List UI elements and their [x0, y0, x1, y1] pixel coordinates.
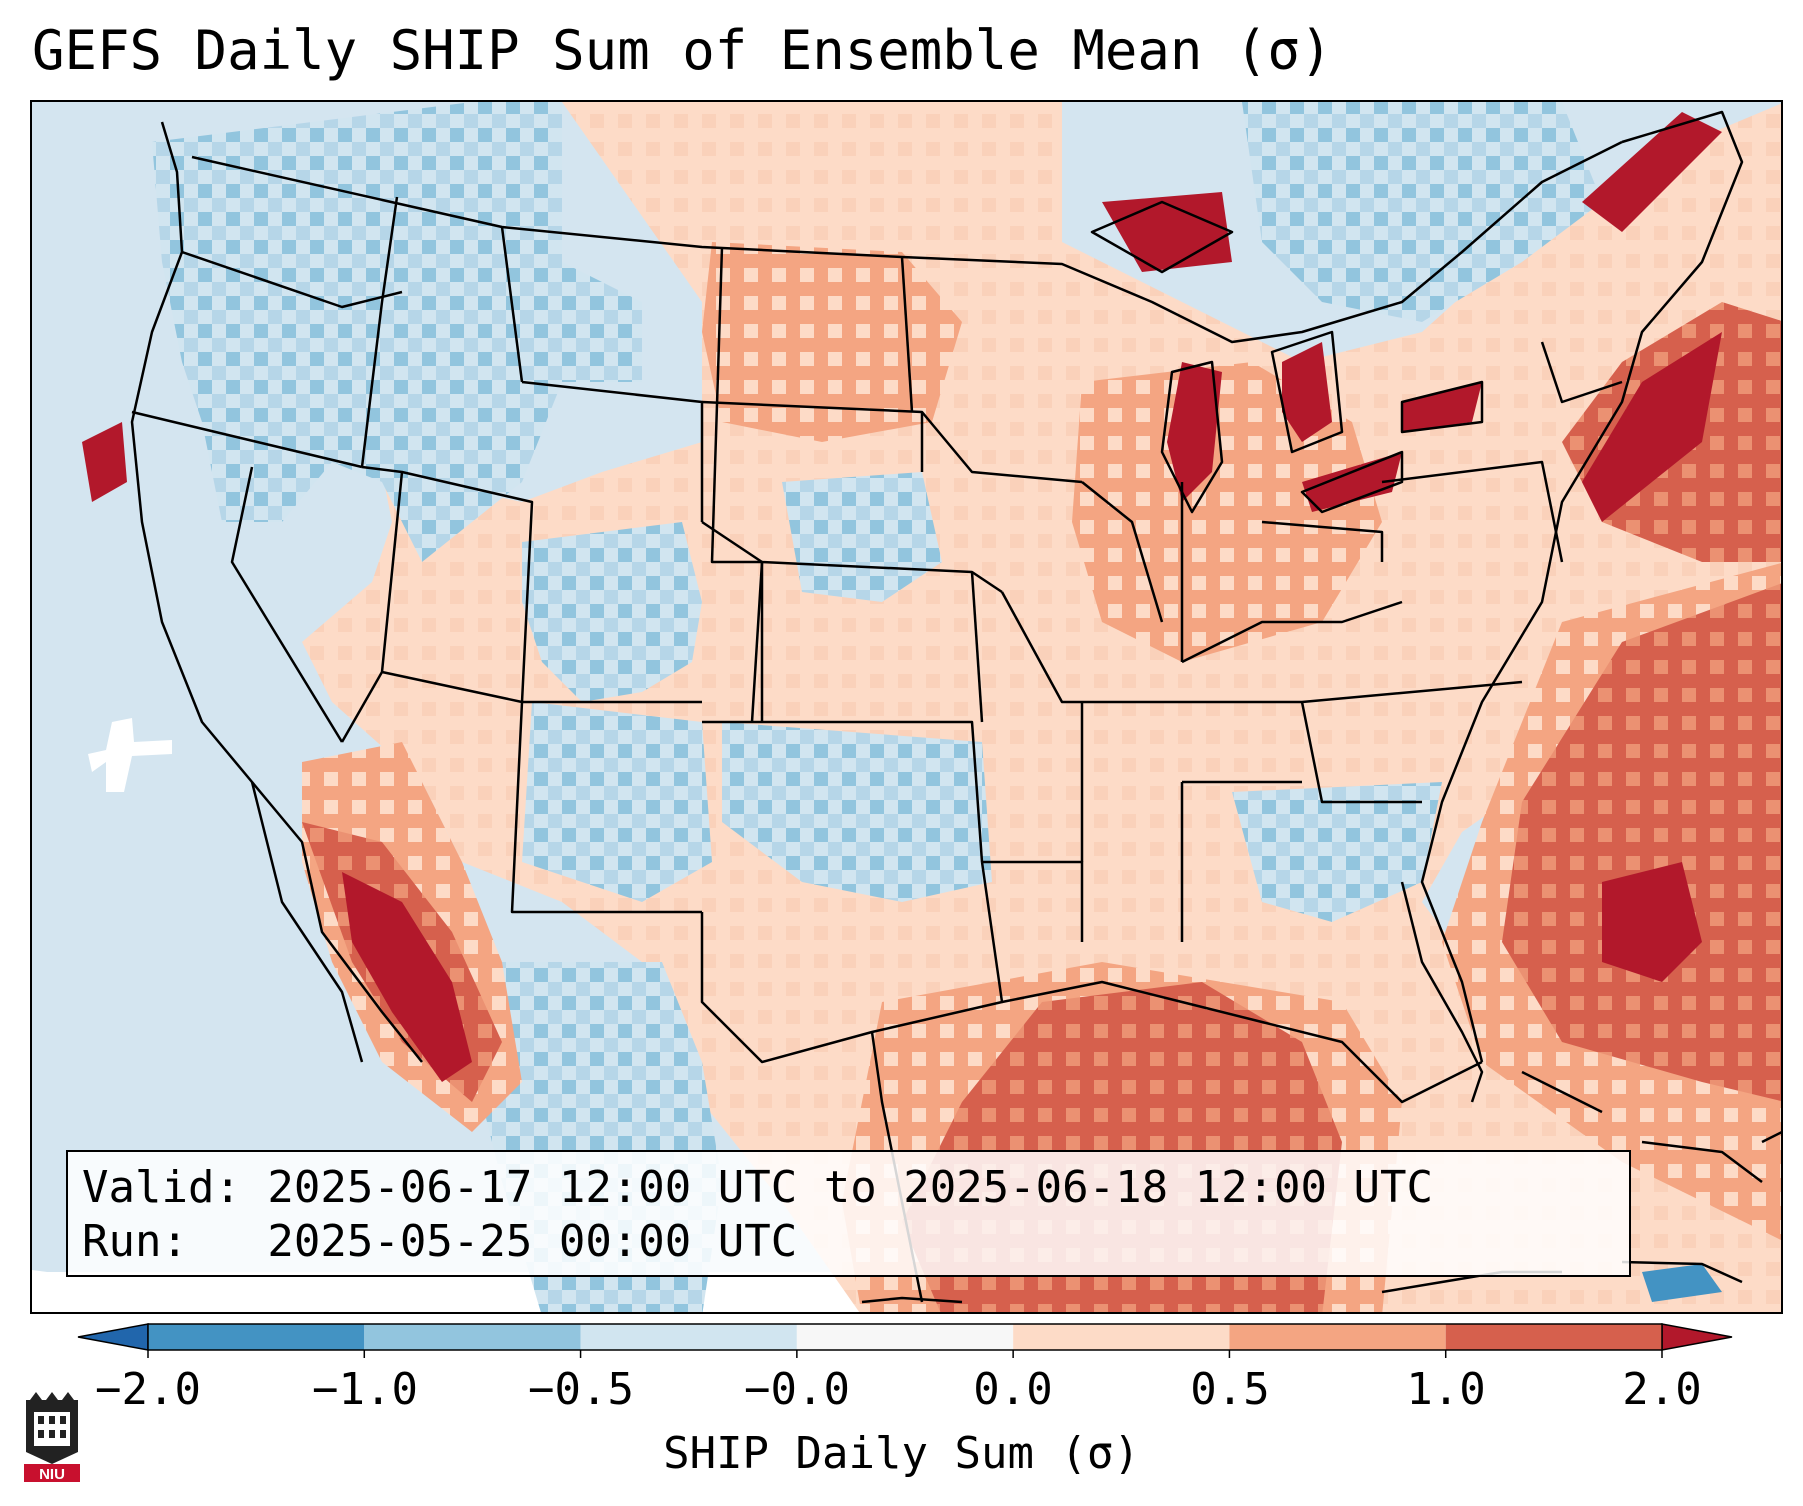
strong-anomaly-atlantic: [1502, 583, 1781, 1102]
positive-anomaly-dakotas: [702, 242, 962, 442]
missing-data-offshore: [88, 718, 172, 792]
extreme-anomaly-lake-erie: [1302, 452, 1402, 512]
domain-edge-curve: [32, 1270, 627, 1312]
colorbar-label: SHIP Daily Sum (σ): [663, 1428, 1140, 1479]
negative-anomaly-colorado: [522, 522, 702, 702]
negative-anomaly-newmexico: [522, 702, 712, 902]
colorbar-under-extend: [77, 1323, 149, 1351]
map-canvas: [32, 102, 1781, 1312]
colorbar-bin: [1229, 1324, 1446, 1350]
negative-anomaly-northeast: [1242, 102, 1602, 322]
colorbar-bin: [1445, 1324, 1662, 1350]
validity-info-box: Valid: 2025-06-17 12:00 UTC to 2025-06-1…: [66, 1150, 1631, 1277]
political-boundaries: [130, 110, 1781, 1304]
extreme-anomaly-mass-bay: [1582, 332, 1722, 522]
colorbar-tick-label: 2.0: [1622, 1364, 1702, 1415]
colorbar-outline: [147, 1323, 1663, 1351]
colorbar-bin: [580, 1324, 797, 1350]
niu-logo: NIU: [24, 1392, 80, 1483]
colorbar-tick-label: 0.5: [1190, 1364, 1270, 1415]
negative-anomaly-southeast: [1232, 782, 1442, 922]
colorbar-tick-label: −0.5: [528, 1364, 634, 1415]
extreme-anomaly-atlantic-offshore: [1602, 862, 1702, 982]
colorbar-tick-label: 0.0: [973, 1364, 1053, 1415]
negative-anomaly-cuba-east: [1642, 1264, 1722, 1302]
svg-text:NIU: NIU: [39, 1466, 65, 1483]
colorbar-tick-label: 1.0: [1406, 1364, 1486, 1415]
colorbar-bin: [796, 1324, 1014, 1350]
colorbar: [77, 1323, 1733, 1358]
negative-anomaly-oklahoma: [722, 722, 992, 902]
extreme-anomaly-lake-huron: [1282, 342, 1332, 442]
extreme-anomaly-ontario-north: [1582, 112, 1722, 232]
colorbar-bin: [148, 1324, 365, 1350]
colorbar-over-extend: [1661, 1323, 1733, 1351]
colorbar-tick-label: −0.0: [744, 1364, 850, 1415]
extreme-anomaly-gulf-of-california: [342, 872, 472, 1082]
colorbar-bin: [1013, 1324, 1230, 1350]
valid-time-text: Valid: 2025-06-17 12:00 UTC to 2025-06-1…: [82, 1162, 1434, 1213]
run-time-text: Run: 2025-05-25 00:00 UTC: [82, 1216, 798, 1267]
colorbar-bin: [364, 1324, 581, 1350]
map-title: GEFS Daily SHIP Sum of Ensemble Mean (σ): [32, 19, 1333, 82]
colorbar-tick-label: −1.0: [312, 1364, 418, 1415]
extreme-anomaly-lake-ontario: [1402, 382, 1482, 432]
map-panel: [30, 100, 1783, 1314]
extreme-anomaly-cape: [82, 422, 127, 502]
colorbar-tick-label: −2.0: [95, 1364, 201, 1415]
extreme-anomaly-lake-michigan: [1167, 362, 1222, 502]
